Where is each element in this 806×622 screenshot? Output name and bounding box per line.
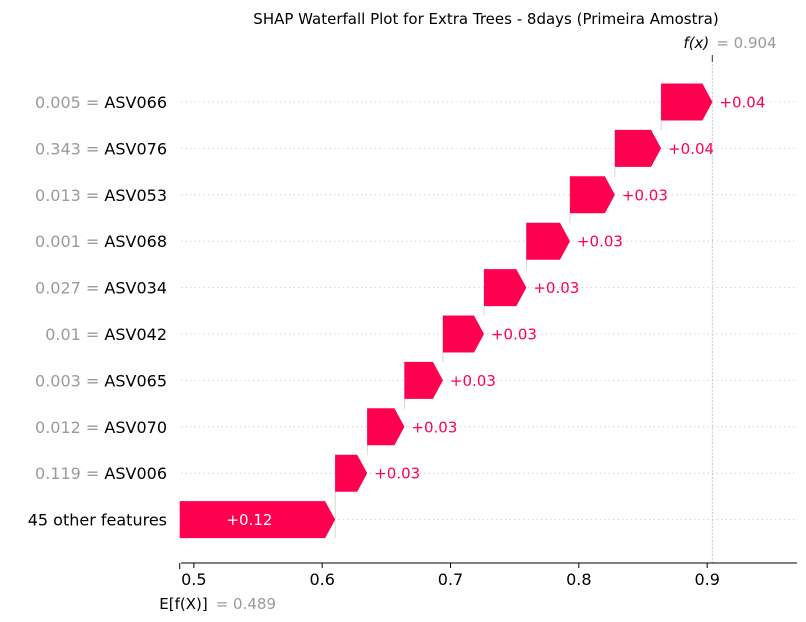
feature-name: ASV034: [104, 279, 167, 298]
output-value: = 0.904: [716, 34, 776, 52]
row-gridlines: [181, 101, 797, 520]
bar-value-label: +0.03: [622, 186, 668, 204]
feature-value: 0.119 =: [35, 464, 104, 483]
base-label: E[f(X)]: [159, 595, 207, 613]
feature-labels: 0.005 = ASV066 0.343 = ASV076 0.013 = ASV0…: [28, 93, 167, 530]
feature-name: ASV076: [104, 139, 167, 158]
x-tick-label: 0.9: [694, 570, 719, 589]
feature-value: 0.003 =: [35, 371, 104, 390]
feature-label: 0.013 = ASV053: [35, 186, 167, 205]
feature-name: ASV068: [104, 232, 167, 251]
feature-value: 0.01 =: [45, 325, 104, 344]
x-axis: 0.5 0.6 0.7 0.8 0.9: [179, 562, 797, 589]
feature-value: 0.343 =: [35, 139, 104, 158]
feature-name: ASV006: [104, 464, 167, 483]
feature-name: ASV070: [104, 418, 167, 437]
feature-name: ASV065: [104, 371, 167, 390]
feature-label: 0.012 = ASV070: [35, 418, 167, 437]
bar-value-label: +0.04: [719, 94, 765, 112]
feature-label: 0.005 = ASV066: [35, 93, 167, 112]
output-label: f(x): [683, 34, 709, 52]
bar-value-label: +0.04: [668, 140, 714, 158]
feature-label: 45 other features: [28, 511, 167, 530]
bar-value-label: +0.03: [577, 233, 623, 251]
feature-label: 0.119 = ASV006: [35, 464, 167, 483]
feature-label: 0.003 = ASV065: [35, 371, 167, 390]
shap-bar: [614, 129, 662, 167]
shap-bar: [367, 408, 405, 446]
feature-value: 0.005 =: [35, 93, 104, 112]
bars-group: +0.04 +0.04 +0.03 +0.03 +0.03 +0.03 +0.03 +0.03…: [179, 83, 765, 539]
bar-value-label: +0.03: [374, 465, 420, 483]
feature-value: 0.001 =: [35, 232, 104, 251]
base-value: = 0.489: [216, 595, 276, 613]
chart-title: SHAP Waterfall Plot for Extra Trees - 8d…: [253, 10, 718, 28]
x-tick-label: 0.7: [438, 570, 463, 589]
output-value-label: f(x) = 0.904: [683, 34, 776, 52]
shap-bar: [179, 501, 336, 539]
shap-bar: [526, 222, 570, 260]
feature-value: 0.013 =: [35, 186, 104, 205]
feature-name: ASV042: [104, 325, 167, 344]
bar-value-label: +0.12: [226, 511, 272, 529]
bar-value-label: +0.03: [491, 326, 537, 344]
value-guides: [334, 55, 713, 563]
feature-name: ASV053: [104, 186, 167, 205]
shap-bar: [483, 269, 527, 307]
x-tick-label: 0.6: [309, 570, 334, 589]
shap-bar: [661, 83, 713, 121]
bar-value-label: +0.03: [533, 279, 579, 297]
shap-bar: [569, 176, 615, 214]
feature-label: 0.027 = ASV034: [35, 279, 167, 298]
feature-value: 0.012 =: [35, 418, 104, 437]
feature-name: ASV066: [104, 93, 167, 112]
shap-bar: [404, 361, 443, 399]
feature-label: 0.01 = ASV042: [45, 325, 167, 344]
bar-value-label: +0.03: [450, 372, 496, 390]
feature-label: 0.001 = ASV068: [35, 232, 167, 251]
x-tick-label: 0.5: [181, 570, 206, 589]
bar-value-label: +0.03: [411, 418, 457, 436]
base-value-label: E[f(X)] = 0.489: [159, 595, 276, 613]
feature-value: 0.027 =: [35, 279, 104, 298]
x-tick-label: 0.8: [566, 570, 591, 589]
feature-label: 0.343 = ASV076: [35, 139, 167, 158]
feature-name: 45 other features: [28, 511, 167, 530]
shap-bar: [442, 315, 484, 353]
shap-bar: [335, 454, 368, 492]
